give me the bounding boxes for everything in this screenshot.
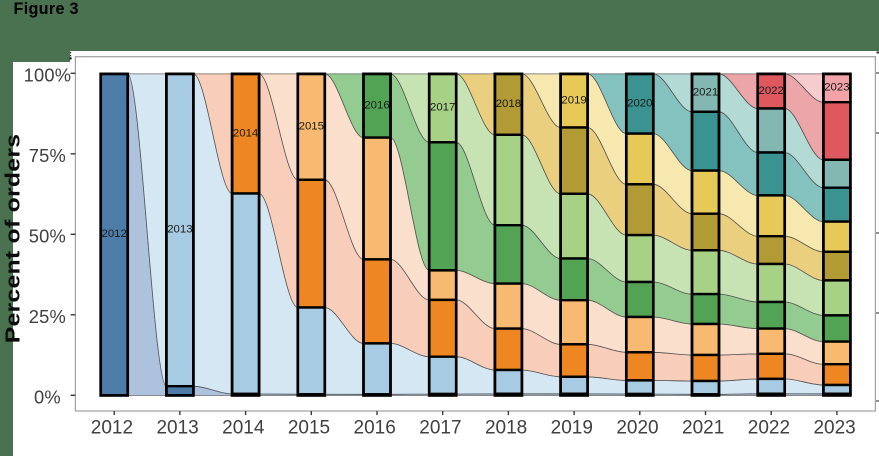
svg-text:2020: 2020	[616, 418, 658, 439]
svg-text:25%: 25%	[29, 306, 66, 327]
svg-text:2016: 2016	[364, 99, 389, 111]
svg-text:50%: 50%	[29, 226, 66, 247]
svg-text:2022: 2022	[748, 418, 790, 439]
svg-text:2020: 2020	[627, 97, 652, 109]
svg-text:2013: 2013	[156, 418, 198, 439]
svg-text:2021: 2021	[682, 418, 724, 439]
svg-text:2016: 2016	[354, 418, 396, 439]
svg-text:2023: 2023	[824, 82, 849, 94]
svg-text:2022: 2022	[759, 85, 784, 97]
svg-text:2017: 2017	[430, 102, 455, 114]
svg-text:2019: 2019	[561, 94, 586, 106]
svg-text:2021: 2021	[693, 86, 718, 98]
svg-text:100%: 100%	[24, 65, 72, 86]
svg-text:2017: 2017	[419, 418, 461, 439]
svg-text:2014: 2014	[233, 127, 258, 139]
svg-text:2012: 2012	[102, 228, 127, 240]
svg-text:2018: 2018	[496, 98, 521, 110]
svg-text:2013: 2013	[167, 224, 192, 236]
svg-text:2023: 2023	[813, 418, 855, 439]
svg-text:2012: 2012	[91, 418, 133, 439]
svg-text:2018: 2018	[485, 418, 527, 439]
svg-text:2015: 2015	[299, 121, 324, 133]
svg-text:2015: 2015	[288, 418, 330, 439]
svg-text:2014: 2014	[222, 418, 265, 439]
svg-text:0%: 0%	[34, 387, 61, 408]
svg-text:2019: 2019	[551, 418, 593, 439]
svg-text:75%: 75%	[29, 145, 66, 166]
